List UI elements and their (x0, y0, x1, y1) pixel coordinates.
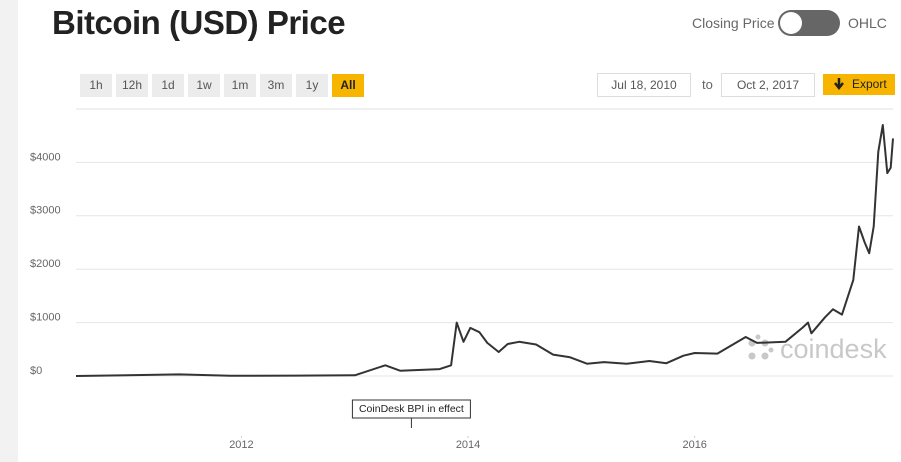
date-to[interactable]: Oct 2, 2017 (721, 73, 815, 97)
range-button[interactable]: 1d (152, 74, 184, 97)
x-tick-label: 2016 (682, 439, 706, 451)
toggle-label: Closing Price (692, 15, 775, 31)
export-label: Export (852, 77, 887, 91)
x-tick-label: 2014 (456, 439, 480, 451)
export-button[interactable]: Export (823, 74, 895, 95)
range-button[interactable]: 1m (224, 74, 256, 97)
watermark: coindesk (780, 334, 887, 364)
date-separator: to (702, 77, 713, 92)
y-tick-label: $3000 (30, 205, 61, 217)
range-button[interactable]: All (332, 74, 364, 97)
toggle-knob (780, 12, 802, 34)
range-buttons: 1h 12h 1d 1w 1m 3m 1y All (80, 74, 364, 97)
price-line (75, 124, 894, 377)
x-tick-label: 2012 (229, 439, 253, 451)
page-margin (0, 0, 18, 462)
page-title: Bitcoin (USD) Price (52, 4, 346, 41)
toggle-label: OHLC (848, 15, 887, 31)
toggle-switch[interactable] (778, 10, 840, 36)
y-tick-label: $2000 (30, 258, 61, 270)
range-button[interactable]: 1w (188, 74, 220, 97)
y-tick-label: $0 (30, 365, 42, 377)
y-tick-label: $1000 (30, 312, 61, 324)
annotation-text: CoinDesk BPI in effect (359, 403, 464, 415)
range-button[interactable]: 1h (80, 74, 112, 97)
annotation-box (351, 399, 471, 419)
range-button[interactable]: 1y (296, 74, 328, 97)
watermark-logo (748, 334, 774, 360)
range-button[interactable]: 12h (116, 74, 148, 97)
range-button[interactable]: 3m (260, 74, 292, 97)
date-from[interactable]: Jul 18, 2010 (597, 73, 691, 97)
export-icon (834, 78, 844, 91)
y-tick-label: $4000 (30, 151, 61, 163)
